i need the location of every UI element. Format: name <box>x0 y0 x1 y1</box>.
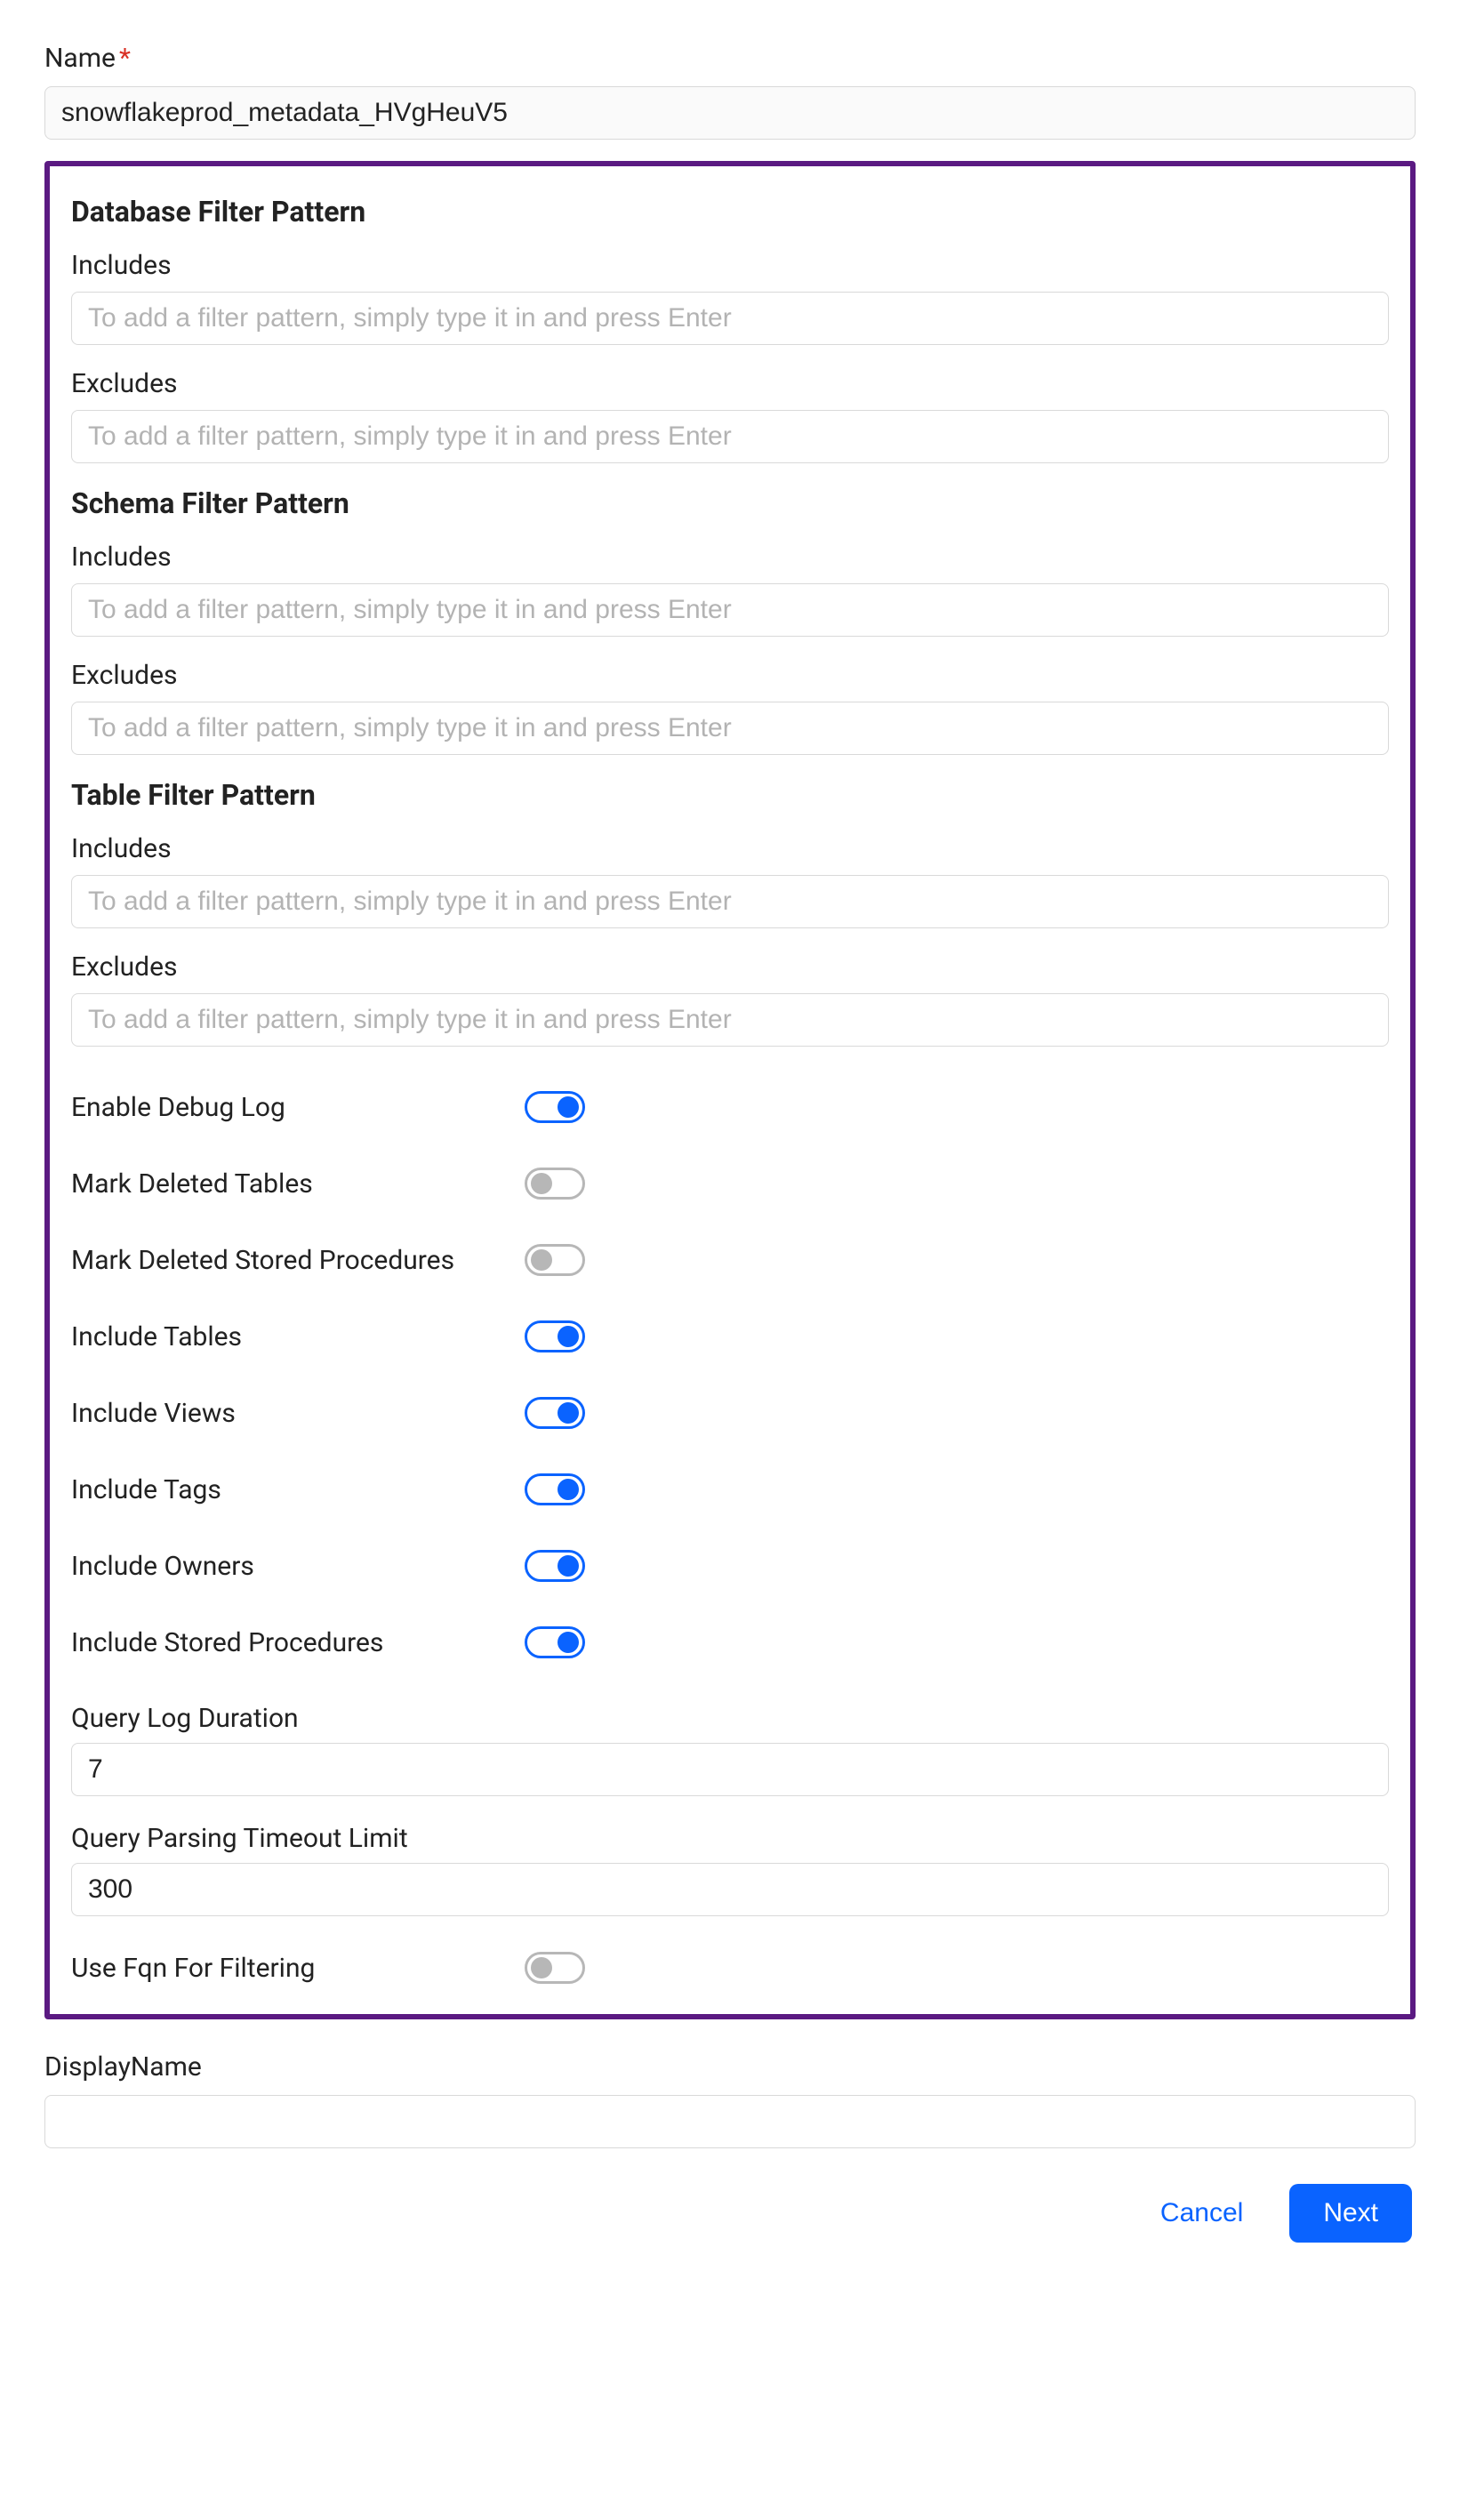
filter-config-panel: Database Filter Pattern Includes Exclude… <box>44 161 1416 2019</box>
toggle-knob-icon <box>558 1555 579 1577</box>
toggle-knob-icon <box>531 1173 552 1194</box>
database-includes-label: Includes <box>71 250 1389 281</box>
table-filter-title: Table Filter Pattern <box>71 778 1389 812</box>
mark-deleted-tables-toggle[interactable] <box>525 1168 585 1200</box>
query-log-duration-input[interactable] <box>71 1743 1389 1796</box>
display-name-group: DisplayName <box>44 2051 1416 2148</box>
include-tags-row: Include Tags <box>71 1473 1389 1505</box>
display-name-input[interactable] <box>44 2095 1416 2148</box>
toggle-knob-icon <box>558 1326 579 1347</box>
database-excludes-group: Excludes <box>71 368 1389 463</box>
use-fqn-toggle[interactable] <box>525 1952 585 1984</box>
enable-debug-log-toggle[interactable] <box>525 1091 585 1123</box>
name-field-group: Name* <box>44 43 1416 140</box>
query-parsing-timeout-input[interactable] <box>71 1863 1389 1916</box>
include-tables-toggle[interactable] <box>525 1320 585 1352</box>
name-label: Name* <box>44 43 1416 74</box>
name-input[interactable] <box>44 86 1416 140</box>
include-sp-row: Include Stored Procedures <box>71 1626 1389 1658</box>
schema-includes-input[interactable] <box>71 583 1389 637</box>
table-excludes-group: Excludes <box>71 951 1389 1047</box>
schema-excludes-label: Excludes <box>71 660 1389 691</box>
database-filter-title: Database Filter Pattern <box>71 195 1389 229</box>
mark-deleted-tables-row: Mark Deleted Tables <box>71 1168 1389 1200</box>
table-includes-label: Includes <box>71 833 1389 864</box>
table-excludes-label: Excludes <box>71 951 1389 983</box>
database-excludes-input[interactable] <box>71 410 1389 463</box>
include-views-toggle[interactable] <box>525 1397 585 1429</box>
database-includes-input[interactable] <box>71 292 1389 345</box>
schema-includes-group: Includes <box>71 542 1389 637</box>
form-page: Name* Database Filter Pattern Includes E… <box>0 0 1460 2278</box>
include-tags-toggle[interactable] <box>525 1473 585 1505</box>
include-tags-label: Include Tags <box>71 1474 525 1505</box>
table-excludes-input[interactable] <box>71 993 1389 1047</box>
toggle-knob-icon <box>558 1632 579 1653</box>
include-tables-label: Include Tables <box>71 1321 525 1352</box>
mark-deleted-tables-label: Mark Deleted Tables <box>71 1168 525 1200</box>
schema-excludes-input[interactable] <box>71 702 1389 755</box>
enable-debug-log-row: Enable Debug Log <box>71 1091 1389 1123</box>
mark-deleted-sp-row: Mark Deleted Stored Procedures <box>71 1244 1389 1276</box>
next-button[interactable]: Next <box>1289 2184 1412 2243</box>
display-name-label: DisplayName <box>44 2051 1416 2083</box>
include-sp-toggle[interactable] <box>525 1626 585 1658</box>
toggle-knob-icon <box>558 1479 579 1500</box>
footer-actions: Cancel Next <box>44 2184 1416 2243</box>
query-parsing-timeout-group: Query Parsing Timeout Limit <box>71 1823 1389 1916</box>
mark-deleted-sp-label: Mark Deleted Stored Procedures <box>71 1245 525 1276</box>
table-includes-group: Includes <box>71 833 1389 928</box>
include-views-label: Include Views <box>71 1398 525 1429</box>
include-owners-label: Include Owners <box>71 1551 525 1582</box>
enable-debug-log-label: Enable Debug Log <box>71 1092 525 1123</box>
include-tables-row: Include Tables <box>71 1320 1389 1352</box>
include-owners-toggle[interactable] <box>525 1550 585 1582</box>
use-fqn-label: Use Fqn For Filtering <box>71 1953 525 1984</box>
name-label-text: Name <box>44 43 116 74</box>
schema-filter-title: Schema Filter Pattern <box>71 486 1389 520</box>
query-log-duration-group: Query Log Duration <box>71 1703 1389 1796</box>
include-sp-label: Include Stored Procedures <box>71 1627 525 1658</box>
schema-includes-label: Includes <box>71 542 1389 573</box>
table-includes-input[interactable] <box>71 875 1389 928</box>
required-star-icon: * <box>119 43 131 74</box>
include-views-row: Include Views <box>71 1397 1389 1429</box>
cancel-button[interactable]: Cancel <box>1153 2189 1250 2237</box>
query-parsing-timeout-label: Query Parsing Timeout Limit <box>71 1823 1389 1854</box>
database-includes-group: Includes <box>71 250 1389 345</box>
include-owners-row: Include Owners <box>71 1550 1389 1582</box>
toggle-knob-icon <box>558 1096 579 1118</box>
query-log-duration-label: Query Log Duration <box>71 1703 1389 1734</box>
mark-deleted-sp-toggle[interactable] <box>525 1244 585 1276</box>
use-fqn-row: Use Fqn For Filtering <box>71 1952 1389 1984</box>
schema-excludes-group: Excludes <box>71 660 1389 755</box>
toggle-knob-icon <box>531 1249 552 1271</box>
database-excludes-label: Excludes <box>71 368 1389 399</box>
toggle-knob-icon <box>531 1957 552 1978</box>
toggle-knob-icon <box>558 1402 579 1424</box>
